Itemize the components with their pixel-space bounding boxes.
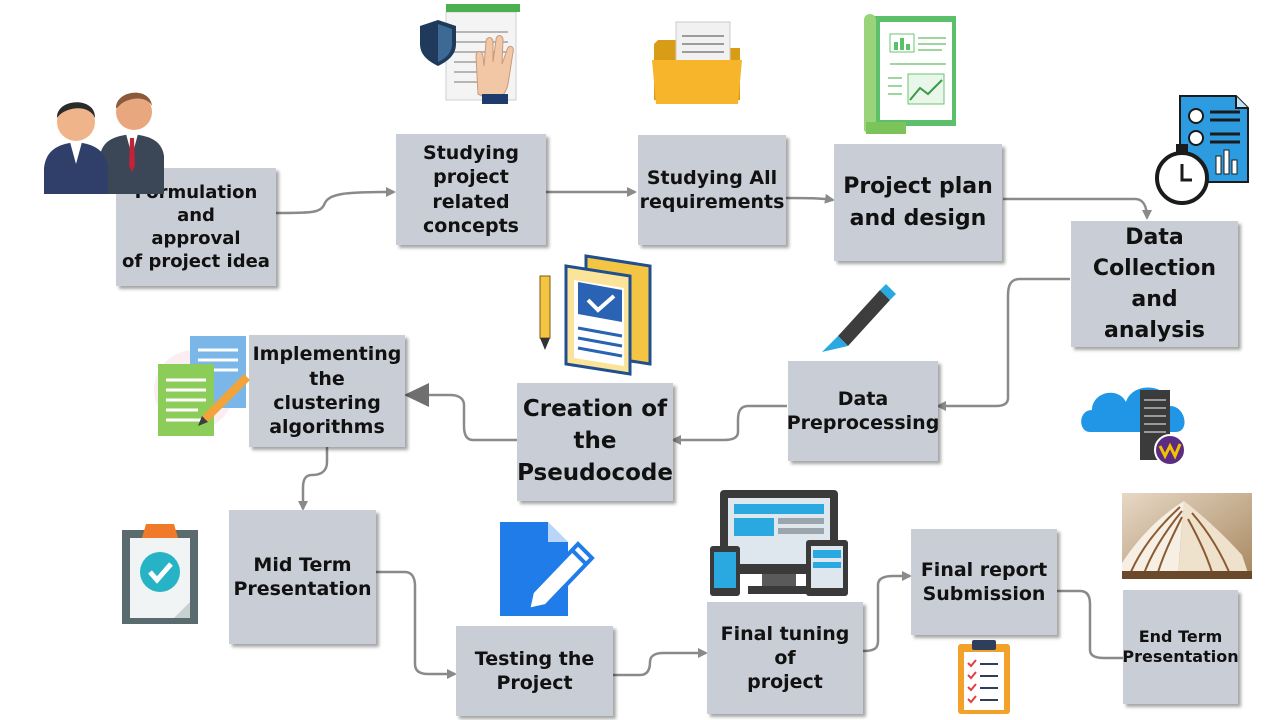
step-implementing: Implementing the clustering algorithms bbox=[249, 335, 405, 447]
clipboard-check-icon bbox=[122, 524, 198, 624]
pencil-icon bbox=[822, 284, 896, 352]
step-label: Formulation and approval of project idea bbox=[122, 181, 270, 273]
checklist-icon bbox=[958, 640, 1010, 714]
step-data-collection: Data Collection and analysis bbox=[1071, 221, 1238, 347]
step-testing: Testing the Project bbox=[456, 626, 613, 716]
books-icon bbox=[539, 254, 652, 376]
step-label: Studying project related concepts bbox=[423, 141, 519, 237]
edge-s7-s8-arrowhead bbox=[404, 383, 429, 407]
step-label: Project plan and design bbox=[843, 174, 993, 231]
security-document-icon bbox=[420, 4, 520, 104]
edge-s11-s12 bbox=[862, 571, 912, 653]
edit-document-icon bbox=[500, 522, 595, 616]
folder-icon bbox=[650, 14, 744, 108]
edge-s3-s4 bbox=[785, 193, 835, 204]
edge-s4-s5 bbox=[1003, 197, 1152, 220]
stopwatch-report-icon bbox=[1155, 95, 1249, 205]
edge-s9-s10 bbox=[376, 570, 457, 679]
step-label: Data Preprocessing bbox=[786, 387, 940, 434]
step-studying-concepts: Studying project related concepts bbox=[396, 134, 546, 245]
step-project-plan: Project plan and design bbox=[834, 144, 1002, 261]
step-end-term: End Term Presentation bbox=[1122, 590, 1239, 704]
step-label: End Term Presentation bbox=[1122, 626, 1239, 666]
step-label: Final tuning of project bbox=[720, 622, 850, 694]
step-final-tuning: Final tuning of project bbox=[707, 602, 863, 714]
edge-s8-s9 bbox=[298, 447, 329, 511]
step-label: Testing the Project bbox=[474, 647, 595, 694]
step-label: Mid Term Presentation bbox=[233, 553, 372, 600]
step-label: Studying All requirements bbox=[639, 166, 785, 213]
step-studying-requirements: Studying All requirements bbox=[638, 135, 786, 245]
step-label: Implementing the clustering algorithms bbox=[252, 343, 402, 439]
step-label: Creation of the Pseudocode bbox=[517, 396, 673, 486]
edge-s10-s11 bbox=[613, 648, 708, 677]
business-people-icon bbox=[44, 92, 164, 194]
cloud-server-icon bbox=[1076, 360, 1194, 476]
step-data-preprocessing: Data Preprocessing bbox=[786, 361, 940, 461]
devices-icon bbox=[710, 490, 848, 596]
edge-s5-s6 bbox=[936, 277, 1070, 411]
step-mid-term: Mid Term Presentation bbox=[229, 510, 376, 644]
edge-s6-s7 bbox=[671, 404, 787, 445]
step-label: Final report Submission bbox=[920, 558, 1048, 605]
notes-pen-icon bbox=[154, 336, 250, 436]
plan-scroll-icon bbox=[864, 14, 956, 134]
step-pseudocode: Creation of the Pseudocode bbox=[517, 383, 673, 501]
edge-s12-s13 bbox=[1057, 589, 1123, 660]
edge-s7-s8 bbox=[428, 393, 517, 442]
edge-s1-s2 bbox=[275, 187, 396, 215]
open-book-icon bbox=[1122, 493, 1252, 579]
step-final-report: Final report Submission bbox=[911, 529, 1057, 635]
step-label: Data Collection and analysis bbox=[1092, 224, 1217, 344]
